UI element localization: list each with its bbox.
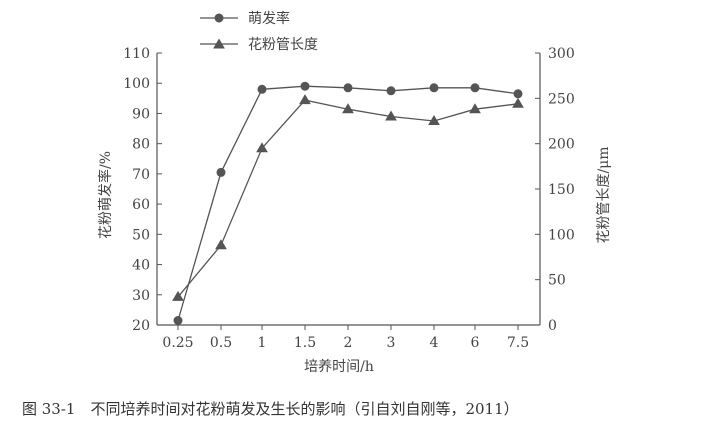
figure-caption: 图 33-1 不同培养时间对花粉萌发及生长的影响（引自刘自刚等，2011） [22,400,519,418]
tube-length-point [215,239,227,250]
x-tick-label: 1 [258,335,267,351]
x-ticks: 0.25 0.5 1 1.5 2 3 4 6 7.5 [162,325,529,351]
left-y-tick-label: 60 [132,197,150,213]
left-y-axis-label: 花粉萌发率/% [97,151,114,239]
x-tick-label: 0.25 [162,335,193,351]
left-y-tick-label: 30 [132,288,150,304]
legend: 萌发率 花粉管长度 [200,10,318,53]
germination-rate-point [300,81,310,91]
right-y-tick-label: 100 [548,227,575,243]
germination-rate-point [216,167,226,177]
x-tick-label: 7.5 [507,335,529,351]
x-axis-label: 培养时间/h [304,359,374,375]
legend-marker-germination [214,13,224,23]
germination-rate-point [386,86,396,96]
x-tick-label: 4 [430,335,439,351]
right-y-ticks: 0 50 100 150 200 250 300 [535,46,575,334]
germination-rate-point [343,83,353,93]
right-y-axis-label: 花粉管长度/μm [596,146,612,243]
x-tick-label: 0.5 [210,335,232,351]
right-y-tick-label: 250 [548,91,575,107]
left-y-tick-label: 100 [123,76,150,92]
left-y-tick-label: 70 [132,167,150,183]
left-y-tick-label: 80 [132,137,150,153]
tube-length-point [469,103,481,114]
x-tick-label: 1.5 [294,335,316,351]
tube-length-point [299,94,311,105]
right-y-tick-label: 50 [548,273,566,289]
chart-figure: 萌发率 花粉管长度 20 30 40 50 60 70 80 90 100 110 0 50 100 1… [97,10,612,375]
germination-rate-point [429,83,439,93]
germination-rate-point [470,83,480,93]
left-y-ticks: 20 30 40 50 60 70 80 90 100 110 [123,46,162,334]
tube-length-line [177,99,519,298]
right-y-tick-label: 300 [548,46,575,62]
series-tube-length [172,94,524,301]
germination-rate-point [513,89,523,99]
tube-length-point [172,290,184,301]
left-y-tick-label: 90 [132,106,150,122]
right-y-tick-label: 200 [548,137,575,153]
left-y-tick-label: 110 [123,46,150,62]
series-germination-rate [173,81,523,325]
tube-length-point [428,115,440,125]
left-y-tick-label: 40 [132,258,150,274]
germination-rate-point [173,316,183,325]
x-tick-label: 3 [387,335,396,351]
right-y-tick-label: 0 [548,318,557,334]
x-tick-label: 2 [344,335,353,351]
left-y-tick-label: 50 [132,227,150,243]
tube-length-point [512,97,524,108]
tube-length-point [342,103,354,114]
legend-marker-tube-length [213,38,225,49]
right-y-tick-label: 150 [548,182,575,198]
legend-label-tube-length: 花粉管长度 [248,37,318,53]
x-tick-label: 6 [471,335,480,351]
tube-length-point [385,110,397,121]
left-y-tick-label: 20 [132,318,150,334]
legend-label-germination: 萌发率 [248,10,290,27]
germination-rate-line [177,85,519,321]
germination-rate-point [257,84,267,94]
tube-length-point [256,142,268,153]
